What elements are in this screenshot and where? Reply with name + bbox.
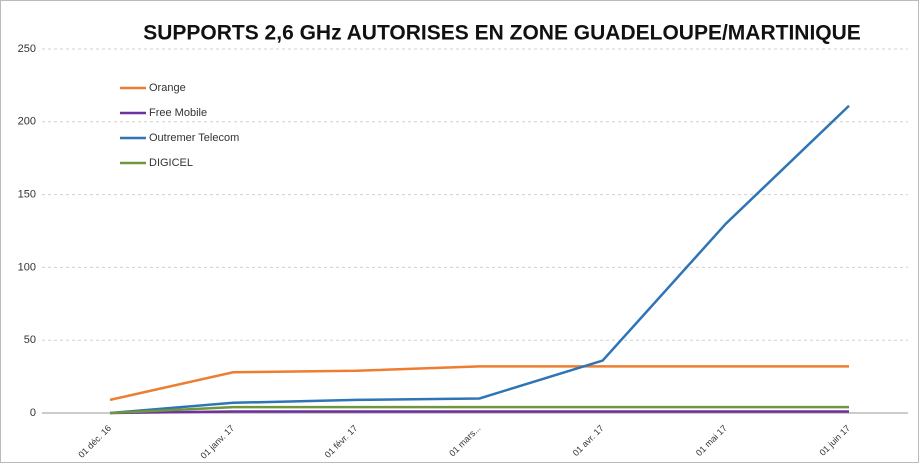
series-line — [109, 365, 849, 402]
series-line — [109, 104, 850, 415]
y-tick-label: 150 — [18, 189, 36, 201]
y-tick-label: 100 — [18, 261, 36, 273]
y-tick-label: 250 — [18, 43, 36, 55]
legend-label: Outremer Telecom — [149, 132, 239, 144]
legend-label: Orange — [149, 82, 186, 94]
y-tick-label: 200 — [18, 116, 36, 128]
chart-title: SUPPORTS 2,6 GHz AUTORISES EN ZONE GUADE… — [143, 22, 861, 45]
legend-label: Free Mobile — [149, 107, 207, 119]
legend-label: DIGICEL — [149, 157, 193, 169]
y-tick-label: 50 — [24, 334, 36, 346]
series-line — [109, 410, 849, 415]
series-line — [109, 405, 849, 415]
y-tick-label: 0 — [30, 407, 36, 419]
